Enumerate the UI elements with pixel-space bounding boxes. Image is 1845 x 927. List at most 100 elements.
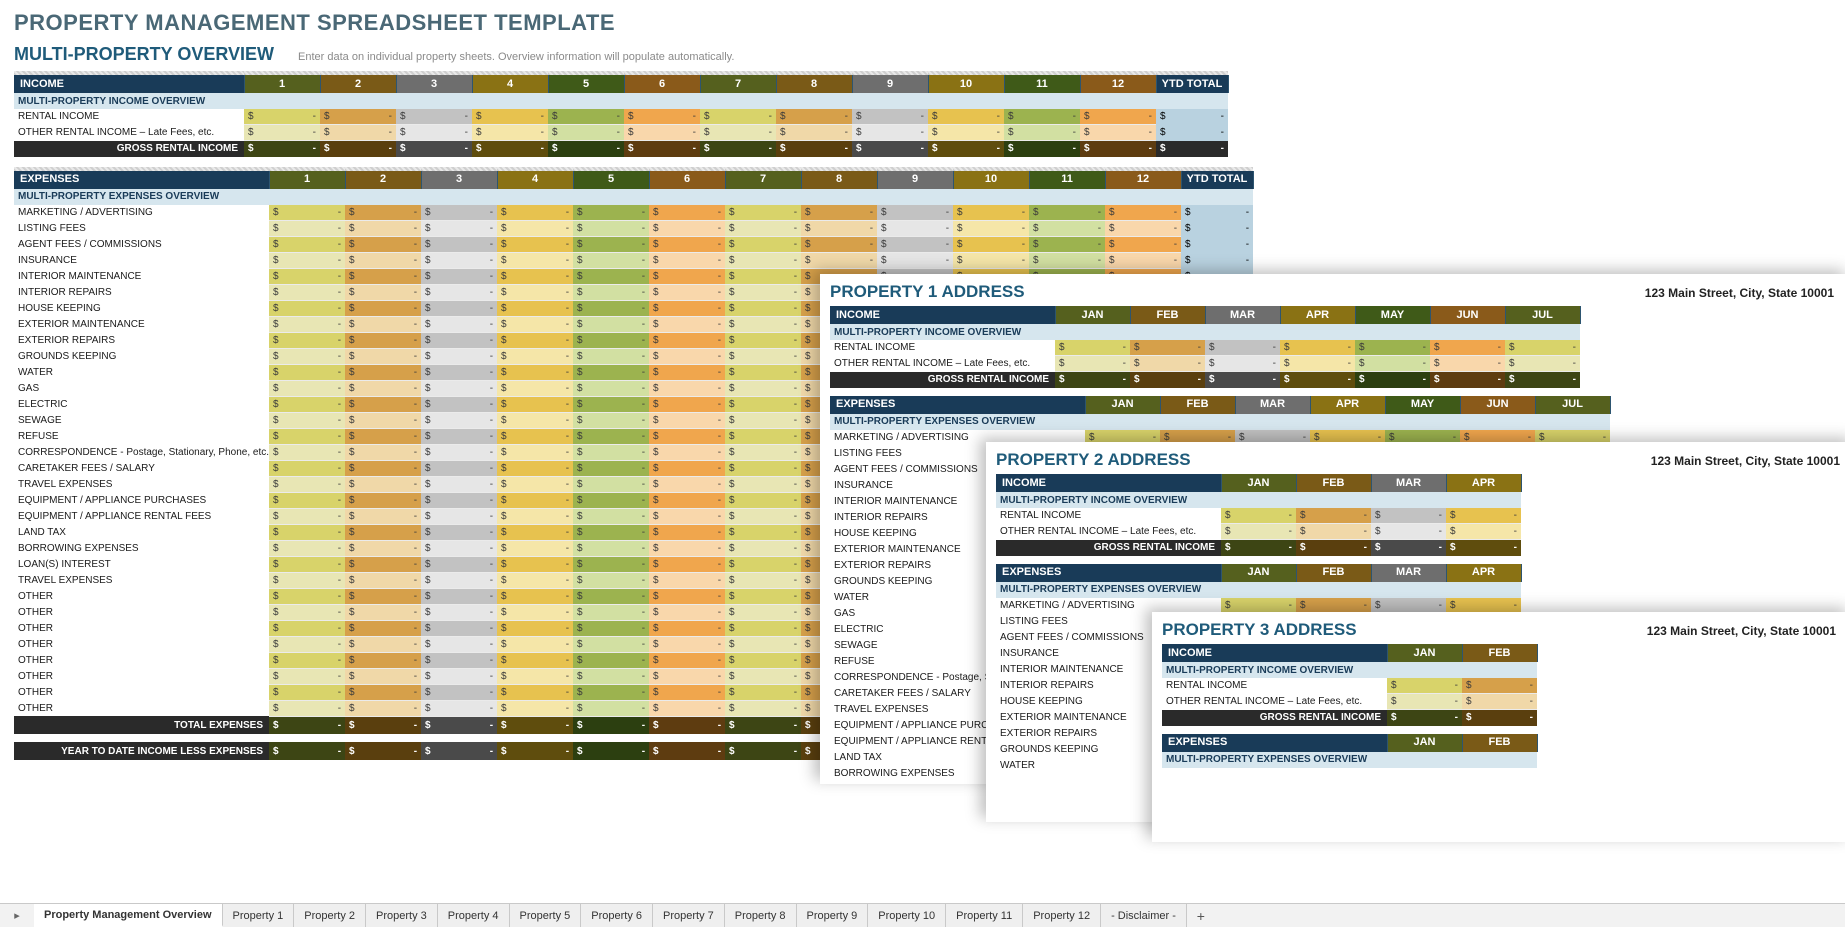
value-cell[interactable]: $- xyxy=(649,508,725,524)
sheet-tab[interactable]: Property 5 xyxy=(510,904,582,927)
value-cell[interactable]: $- xyxy=(1221,524,1296,540)
value-cell[interactable]: $- xyxy=(725,236,801,252)
value-cell[interactable]: $- xyxy=(497,540,573,556)
value-cell[interactable]: $- xyxy=(649,236,725,252)
value-cell[interactable]: $- xyxy=(269,236,345,252)
value-cell[interactable]: $- xyxy=(649,572,725,588)
sheet-tab[interactable]: Property 2 xyxy=(294,904,366,927)
value-cell[interactable]: $- xyxy=(497,252,573,268)
value-cell[interactable]: $- xyxy=(497,205,573,221)
value-cell[interactable]: $- xyxy=(269,492,345,508)
value-cell[interactable]: $- xyxy=(573,588,649,604)
value-cell[interactable]: $- xyxy=(1462,694,1537,710)
value-cell[interactable]: $- xyxy=(497,428,573,444)
value-cell[interactable]: $- xyxy=(269,524,345,540)
value-cell[interactable]: $- xyxy=(1105,236,1181,252)
value-cell[interactable]: $- xyxy=(573,684,649,700)
value-cell[interactable]: $- xyxy=(953,252,1029,268)
value-cell[interactable]: $- xyxy=(345,620,421,636)
value-cell[interactable]: $- xyxy=(421,236,497,252)
value-cell[interactable]: $- xyxy=(725,492,801,508)
value-cell[interactable]: $- xyxy=(345,524,421,540)
value-cell[interactable]: $- xyxy=(573,268,649,284)
value-cell[interactable]: $- xyxy=(1130,356,1205,372)
value-cell[interactable]: $- xyxy=(269,316,345,332)
value-cell[interactable]: $- xyxy=(1446,598,1521,614)
value-cell[interactable]: $- xyxy=(421,492,497,508)
value-cell[interactable]: $- xyxy=(801,236,877,252)
value-cell[interactable]: $- xyxy=(497,636,573,652)
value-cell[interactable]: $- xyxy=(1296,598,1371,614)
value-cell[interactable]: $- xyxy=(573,205,649,221)
value-cell[interactable]: $- xyxy=(649,428,725,444)
value-cell[interactable]: $- xyxy=(421,316,497,332)
value-cell[interactable]: $- xyxy=(345,316,421,332)
value-cell[interactable]: $- xyxy=(269,572,345,588)
sheet-tab[interactable]: Property 10 xyxy=(868,904,946,927)
value-cell[interactable]: $- xyxy=(421,668,497,684)
value-cell[interactable]: $- xyxy=(1105,220,1181,236)
sheet-tab[interactable]: Property 8 xyxy=(725,904,797,927)
value-cell[interactable]: $- xyxy=(1387,678,1462,694)
value-cell[interactable]: $- xyxy=(1055,356,1130,372)
value-cell[interactable]: $- xyxy=(953,236,1029,252)
value-cell[interactable]: $- xyxy=(497,412,573,428)
value-cell[interactable]: $- xyxy=(573,252,649,268)
value-cell[interactable]: $- xyxy=(497,364,573,380)
value-cell[interactable]: $- xyxy=(345,604,421,620)
value-cell[interactable]: $- xyxy=(497,236,573,252)
value-cell[interactable]: $- xyxy=(1029,220,1105,236)
value-cell[interactable]: $- xyxy=(725,636,801,652)
value-cell[interactable]: $- xyxy=(345,380,421,396)
value-cell[interactable]: $- xyxy=(497,268,573,284)
tab-scroll-left-icon[interactable]: ▸ xyxy=(0,904,34,927)
value-cell[interactable]: $- xyxy=(573,380,649,396)
value-cell[interactable]: $- xyxy=(649,380,725,396)
value-cell[interactable]: $- xyxy=(497,348,573,364)
value-cell[interactable]: $- xyxy=(725,252,801,268)
value-cell[interactable]: $- xyxy=(1280,340,1355,356)
value-cell[interactable]: $- xyxy=(421,348,497,364)
value-cell[interactable]: $- xyxy=(928,109,1004,125)
value-cell[interactable]: $- xyxy=(725,268,801,284)
sheet-tab[interactable]: - Disclaimer - xyxy=(1101,904,1187,927)
value-cell[interactable]: $- xyxy=(725,572,801,588)
value-cell[interactable]: $- xyxy=(269,604,345,620)
value-cell[interactable]: $- xyxy=(1355,340,1430,356)
value-cell[interactable]: $- xyxy=(649,540,725,556)
value-cell[interactable]: $- xyxy=(497,476,573,492)
value-cell[interactable]: $- xyxy=(1055,340,1130,356)
value-cell[interactable]: $- xyxy=(269,508,345,524)
value-cell[interactable]: $- xyxy=(1505,356,1580,372)
value-cell[interactable]: $- xyxy=(1371,598,1446,614)
value-cell[interactable]: $- xyxy=(573,668,649,684)
value-cell[interactable]: $- xyxy=(421,380,497,396)
sheet-tab[interactable]: Property 6 xyxy=(581,904,653,927)
value-cell[interactable]: $- xyxy=(877,205,953,221)
value-cell[interactable]: $- xyxy=(345,236,421,252)
value-cell[interactable]: $- xyxy=(497,508,573,524)
value-cell[interactable]: $- xyxy=(1029,252,1105,268)
value-cell[interactable]: $- xyxy=(649,588,725,604)
value-cell[interactable]: $- xyxy=(345,428,421,444)
value-cell[interactable]: $- xyxy=(345,540,421,556)
value-cell[interactable]: $- xyxy=(573,700,649,716)
value-cell[interactable]: $- xyxy=(421,396,497,412)
value-cell[interactable]: $- xyxy=(421,460,497,476)
value-cell[interactable]: $- xyxy=(345,492,421,508)
value-cell[interactable]: $- xyxy=(421,636,497,652)
value-cell[interactable]: $- xyxy=(725,588,801,604)
value-cell[interactable]: $- xyxy=(573,508,649,524)
value-cell[interactable]: $- xyxy=(725,316,801,332)
value-cell[interactable]: $- xyxy=(725,684,801,700)
value-cell[interactable]: $- xyxy=(1205,356,1280,372)
value-cell[interactable]: $- xyxy=(725,364,801,380)
value-cell[interactable]: $- xyxy=(269,620,345,636)
value-cell[interactable]: $- xyxy=(573,652,649,668)
value-cell[interactable]: $- xyxy=(497,620,573,636)
value-cell[interactable]: $- xyxy=(421,428,497,444)
sheet-tab[interactable]: Property 3 xyxy=(366,904,438,927)
value-cell[interactable]: $- xyxy=(624,109,700,125)
value-cell[interactable]: $- xyxy=(725,332,801,348)
value-cell[interactable]: $- xyxy=(953,205,1029,221)
